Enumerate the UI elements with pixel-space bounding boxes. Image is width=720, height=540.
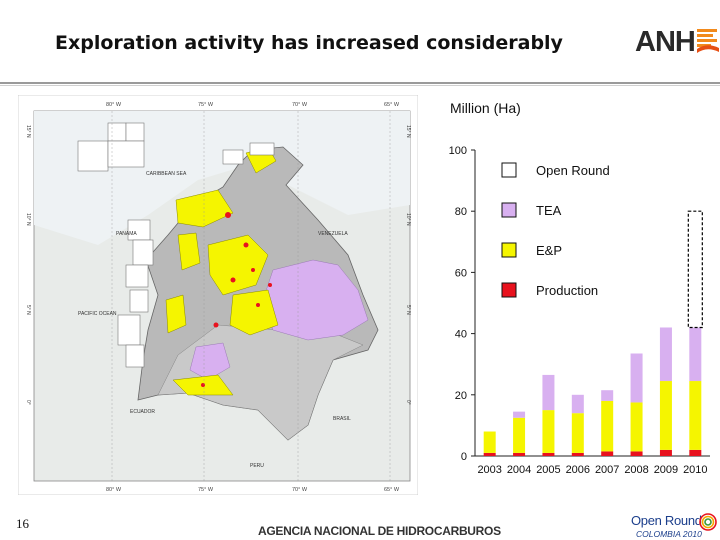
x-tick-label: 2007 (595, 464, 619, 476)
header-divider (0, 82, 720, 84)
bar-segment (483, 452, 496, 456)
anh-logo-text: ANH (635, 26, 695, 58)
map-lat-label: 15° N (25, 125, 31, 138)
bar-segment (571, 394, 584, 414)
open-round-logo-subtitle: COLOMBIA 2010 (636, 529, 702, 539)
map-lat-label: 10° N (25, 213, 31, 226)
bar-segment (689, 211, 702, 328)
map-place-venezuela: VENEZUELA (318, 231, 348, 237)
chart-legend: Open Round TEA E&P Production (501, 162, 610, 298)
bar-segment (513, 452, 526, 456)
x-tick-label: 2004 (507, 464, 531, 476)
agency-name: AGENCIA NACIONAL DE HIDROCARBUROS (258, 524, 501, 538)
header-divider-thin (0, 85, 720, 86)
bar-segment (630, 402, 643, 452)
anh-logo: ANH (635, 26, 719, 58)
bar-segment (689, 327, 702, 382)
bar-segment (630, 353, 643, 403)
chart-ylabel: Million (Ha) (450, 100, 521, 116)
bar-segment (483, 431, 496, 453)
bar-segment (542, 452, 555, 456)
bar-segment (689, 381, 702, 450)
bar-segment (542, 374, 555, 411)
x-tick-label: 2009 (654, 464, 678, 476)
map-lon-label: 80° W (106, 102, 122, 108)
legend-swatch (501, 202, 517, 218)
legend-label: E&P (536, 243, 562, 258)
map-place-peru: PERU (250, 463, 264, 469)
map-lon-label: 75° W (198, 487, 214, 493)
legend-swatch (501, 242, 517, 258)
y-tick-label: 40 (455, 329, 467, 341)
map-place-ecuador: ECUADOR (130, 409, 155, 415)
map-lon-label: 65° W (384, 102, 400, 108)
map-place-caribbean: CARIBBEAN SEA (146, 171, 187, 177)
bar-segment (513, 417, 526, 453)
bar-segment (659, 449, 672, 456)
x-tick-label: 2006 (566, 464, 590, 476)
exploration-bar-chart: Million (Ha) 0 20 40 60 80 100 2003 2004 2005 200… (449, 100, 710, 476)
map-lon-label: 75° W (198, 102, 214, 108)
legend-label: Open Round (536, 163, 610, 178)
map-lat-label: 15° N (405, 125, 411, 138)
legend-swatch (501, 162, 517, 178)
bar-segment (659, 327, 672, 382)
map-place-pacific: PACIFIC OCEAN (78, 311, 117, 317)
chart-bars (483, 211, 702, 456)
y-tick-label: 100 (449, 145, 467, 157)
map-lat-label: 10° N (405, 213, 411, 226)
open-round-highlight (687, 210, 703, 329)
map-lon-label: 65° W (384, 487, 400, 493)
bar-segment (601, 451, 614, 456)
y-tick-label: 0 (461, 451, 467, 463)
bar-segment (601, 400, 614, 452)
bar-segment (630, 451, 643, 456)
bar-segment (659, 381, 672, 450)
bar-segment (571, 452, 584, 456)
map-place-panama: PANAMA (116, 231, 137, 237)
exploration-map: 80° W 75° W 70° W 65° W 80° W 75° W 70° … (18, 95, 418, 495)
x-tick-label: 2003 (477, 464, 501, 476)
bar-segment (542, 410, 555, 453)
map-lat-label: 0° (25, 400, 31, 405)
y-tick-label: 80 (455, 206, 467, 218)
bar-segment (513, 411, 526, 418)
map-lat-label: 5° N (405, 305, 411, 315)
map-lat-label: 0° (405, 400, 411, 405)
map-lon-label: 70° W (292, 487, 308, 493)
page-number: 16 (16, 516, 29, 531)
map-lat-label: 5° N (25, 305, 31, 315)
open-round-logo-title: Open Round (631, 513, 702, 528)
map-lon-label: 80° W (106, 487, 122, 493)
open-round-logo: Open Round COLOMBIA 2010 (631, 513, 717, 539)
bar-segment (601, 390, 614, 401)
map-lon-label: 70° W (292, 102, 308, 108)
x-tick-label: 2010 (683, 464, 707, 476)
slide-title: Exploration activity has increased consi… (55, 32, 563, 54)
y-tick-label: 60 (455, 267, 467, 279)
map-place-brasil: BRASIL (333, 416, 351, 422)
legend-label: Production (536, 283, 598, 298)
bar-segment (571, 413, 584, 453)
y-tick-label: 20 (455, 390, 467, 402)
x-tick-label: 2008 (624, 464, 648, 476)
x-tick-label: 2005 (536, 464, 560, 476)
legend-swatch (501, 282, 517, 298)
legend-label: TEA (536, 203, 562, 218)
bar-segment (689, 449, 702, 456)
